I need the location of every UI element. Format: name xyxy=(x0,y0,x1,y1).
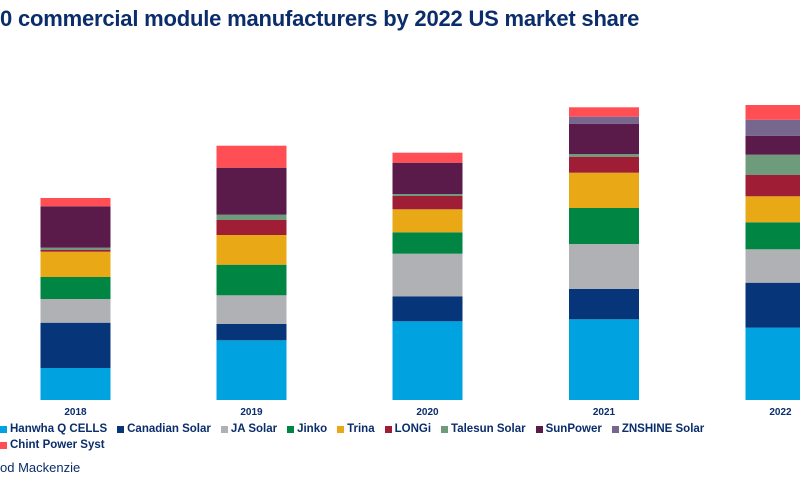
bar-segment-2020-chint-power-systems xyxy=(392,152,463,163)
bar-segment-2018-jinko xyxy=(40,277,111,299)
bar-segment-2021-trina xyxy=(569,172,639,208)
bar-segment-2021-longi xyxy=(569,156,639,173)
bar-segment-2020-sunpower xyxy=(392,162,463,194)
bar-segment-2021-ja-solar xyxy=(569,244,639,289)
bar-segment-2018-trina xyxy=(40,251,111,277)
x-tick-label: 2021 xyxy=(593,407,616,418)
bar-segment-2022-canadian-solar xyxy=(745,282,800,328)
legend-swatch xyxy=(337,425,345,433)
bar-segment-2019-hanwha-q-cells xyxy=(216,340,287,400)
legend: Hanwha Q CELLS Canadian Solar JA Solar Jink… xyxy=(0,422,800,452)
legend-item: Canadian Solar xyxy=(117,422,211,436)
legend-swatch xyxy=(441,425,449,433)
bar-segment-2019-ja-solar xyxy=(216,295,287,324)
bar-segment-2022-trina xyxy=(745,196,800,223)
bar-segment-2019-canadian-solar xyxy=(216,324,287,341)
legend-swatch xyxy=(287,425,295,433)
bar-segment-2020-ja-solar xyxy=(392,253,463,297)
legend-swatch xyxy=(0,441,7,449)
bar-segment-2018-ja-solar xyxy=(40,299,111,323)
stacked-bar-chart: 2018 2019 2020 2021 2022 xyxy=(40,105,800,418)
legend-swatch xyxy=(611,425,619,433)
x-tick-label: 2019 xyxy=(240,407,263,418)
x-tick-label: 2020 xyxy=(416,407,439,418)
x-tick-label: 2018 xyxy=(64,407,87,418)
legend-swatch xyxy=(384,425,392,433)
bar-segment-2022-sunpower xyxy=(745,135,800,155)
legend-item: LONGi xyxy=(384,422,432,436)
bar-segment-2020-hanwha-q-cells xyxy=(392,321,463,400)
bar-segment-2020-trina xyxy=(392,209,463,233)
bar-segment-2021-jinko xyxy=(569,208,639,244)
bar-segment-2018-hanwha-q-cells xyxy=(40,368,111,400)
bar-segment-2020-talesun-solar xyxy=(392,194,463,196)
legend-item: Talesun Solar xyxy=(441,422,526,436)
legend-label: SunPower xyxy=(545,423,602,435)
x-tick-label: 2022 xyxy=(769,407,792,418)
bar-segment-2022-hanwha-q-cells xyxy=(745,327,800,400)
legend-label: JA Solar xyxy=(230,423,278,435)
legend-label: Hanwha Q CELLS xyxy=(10,423,108,435)
bar-segment-2020-canadian-solar xyxy=(392,296,463,322)
chart-title: 0 commercial module manufacturers by 202… xyxy=(0,6,640,31)
bar-segment-2018-sunpower xyxy=(40,206,111,248)
bar-segment-2019-sunpower xyxy=(216,167,287,215)
legend-label: LONGi xyxy=(394,423,432,435)
legend-item: SunPower xyxy=(535,422,602,436)
bar-segment-2021-sunpower xyxy=(569,123,639,154)
legend-item: Jinko xyxy=(287,422,327,436)
bar-segment-2018-talesun-solar xyxy=(40,247,111,250)
legend-item: ZNSHINE Solar xyxy=(611,422,705,436)
legend-swatch xyxy=(117,425,125,433)
bar-segment-2021-hanwha-q-cells xyxy=(569,319,639,400)
bar-segment-2021-chint-power-systems xyxy=(569,107,639,117)
legend-label: Talesun Solar xyxy=(451,423,526,435)
bar-segment-2019-trina xyxy=(216,235,287,265)
legend-swatch xyxy=(0,425,7,433)
bar-segment-2021-talesun-solar xyxy=(569,154,639,157)
bar-segment-2022-jinko xyxy=(745,222,800,250)
bar-segment-2020-longi xyxy=(392,196,463,210)
bar-segment-2022-chint-power-systems xyxy=(745,105,800,120)
bar-segment-2021-canadian-solar xyxy=(569,289,639,320)
legend-item: Hanwha Q CELLS xyxy=(0,422,107,436)
legend-label: Canadian Solar xyxy=(127,423,211,435)
legend-item: JA Solar xyxy=(220,422,278,436)
legend-swatch xyxy=(535,425,543,433)
source-note: od Mackenzie xyxy=(0,460,81,475)
legend-swatch xyxy=(220,425,228,433)
legend-item: Trina xyxy=(337,422,375,436)
bar-segment-2022-longi xyxy=(745,175,800,197)
bar-segment-2019-longi xyxy=(216,220,287,235)
bar-segment-2020-jinko xyxy=(392,232,463,254)
bar-segment-2019-jinko xyxy=(216,264,287,296)
bar-segment-2021-znshine-solar xyxy=(569,116,639,124)
bar-segment-2018-longi xyxy=(40,250,111,252)
bar-segment-2018-chint-power-systems xyxy=(40,198,111,207)
legend-label: Trina xyxy=(347,423,375,435)
bar-segment-2019-chint-power-systems xyxy=(216,145,287,168)
bar-segment-2022-znshine-solar xyxy=(745,119,800,136)
legend-item: Chint Power Syst xyxy=(0,438,105,452)
bar-segment-2022-ja-solar xyxy=(745,249,800,283)
bar-segment-2018-canadian-solar xyxy=(40,322,111,368)
bar-segment-2022-talesun-solar xyxy=(745,154,800,175)
legend-label: ZNSHINE Solar xyxy=(621,423,705,435)
bar-segment-2019-talesun-solar xyxy=(216,214,287,220)
legend-label: Jinko xyxy=(297,423,328,435)
legend-label: Chint Power Syst xyxy=(10,439,105,451)
